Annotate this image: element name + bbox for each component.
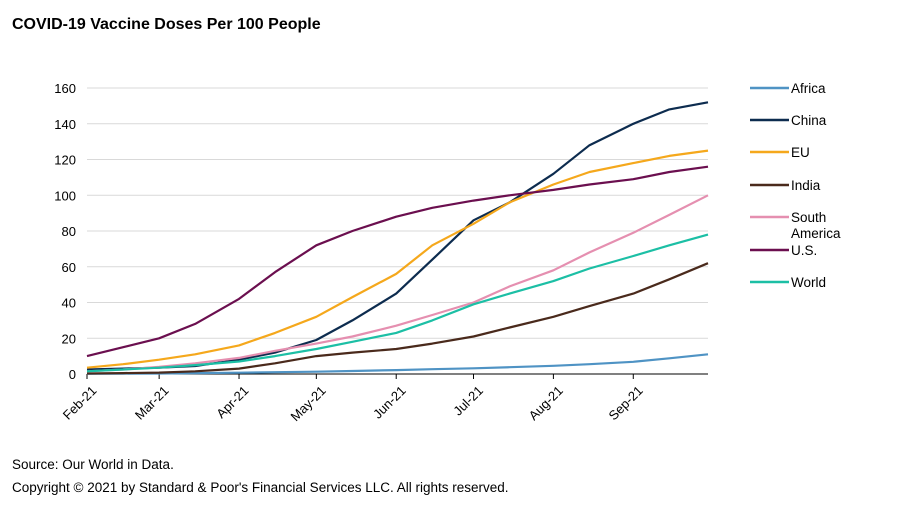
legend-label-india: India xyxy=(791,178,821,193)
series-line-eu xyxy=(86,149,709,369)
y-tick-label: 40 xyxy=(62,296,76,311)
x-tick-label: May-21 xyxy=(288,383,329,424)
series-line-world xyxy=(86,233,709,373)
x-tick-label: Feb-21 xyxy=(60,383,100,423)
legend-label-africa: Africa xyxy=(791,81,826,96)
series-lines xyxy=(86,101,709,375)
x-tick-label: Mar-21 xyxy=(132,383,172,423)
y-tick-label: 20 xyxy=(62,331,76,346)
y-tick-label: 80 xyxy=(62,224,76,239)
series-line-south-america xyxy=(86,194,709,373)
x-tick-label: Aug-21 xyxy=(526,383,566,423)
x-axis: Feb-21 Mar-21 Apr-21 May-21 Jun-21 Jul-21 Aug-… xyxy=(60,373,708,424)
series-line-u-s- xyxy=(86,165,709,358)
y-tick-label: 140 xyxy=(54,117,76,132)
legend-label-u-s-: U.S. xyxy=(791,243,817,258)
x-tick-label: Sep-21 xyxy=(605,383,645,423)
chart-title: COVID-19 Vaccine Doses Per 100 People xyxy=(12,16,321,33)
legend-label-south-america: South America xyxy=(791,210,841,241)
legend-label-eu: EU xyxy=(791,145,810,160)
y-tick-label: 160 xyxy=(54,81,76,96)
series-line-india xyxy=(86,262,709,375)
x-tick-label: Jun-21 xyxy=(370,383,409,422)
legend-label-china: China xyxy=(791,113,827,128)
y-tick-label: 120 xyxy=(54,153,76,168)
gridlines xyxy=(87,87,708,339)
x-tick-label: Jul-21 xyxy=(450,383,486,419)
legend-label-world: World xyxy=(791,275,826,290)
y-tick-label: 60 xyxy=(62,260,76,275)
y-tick-label: 100 xyxy=(54,188,76,203)
source-note: Source: Our World in Data. xyxy=(12,457,174,472)
y-tick-label: 0 xyxy=(69,367,76,382)
copyright-note: Copyright © 2021 by Standard & Poor's Fi… xyxy=(12,480,509,495)
series-line-africa xyxy=(86,353,709,375)
x-tick-label: Apr-21 xyxy=(213,383,251,421)
y-axis-ticks: 0 20 40 60 80 100 120 140 160 xyxy=(54,81,76,382)
legend: Africa China EU India South America U.S. World xyxy=(750,81,841,290)
